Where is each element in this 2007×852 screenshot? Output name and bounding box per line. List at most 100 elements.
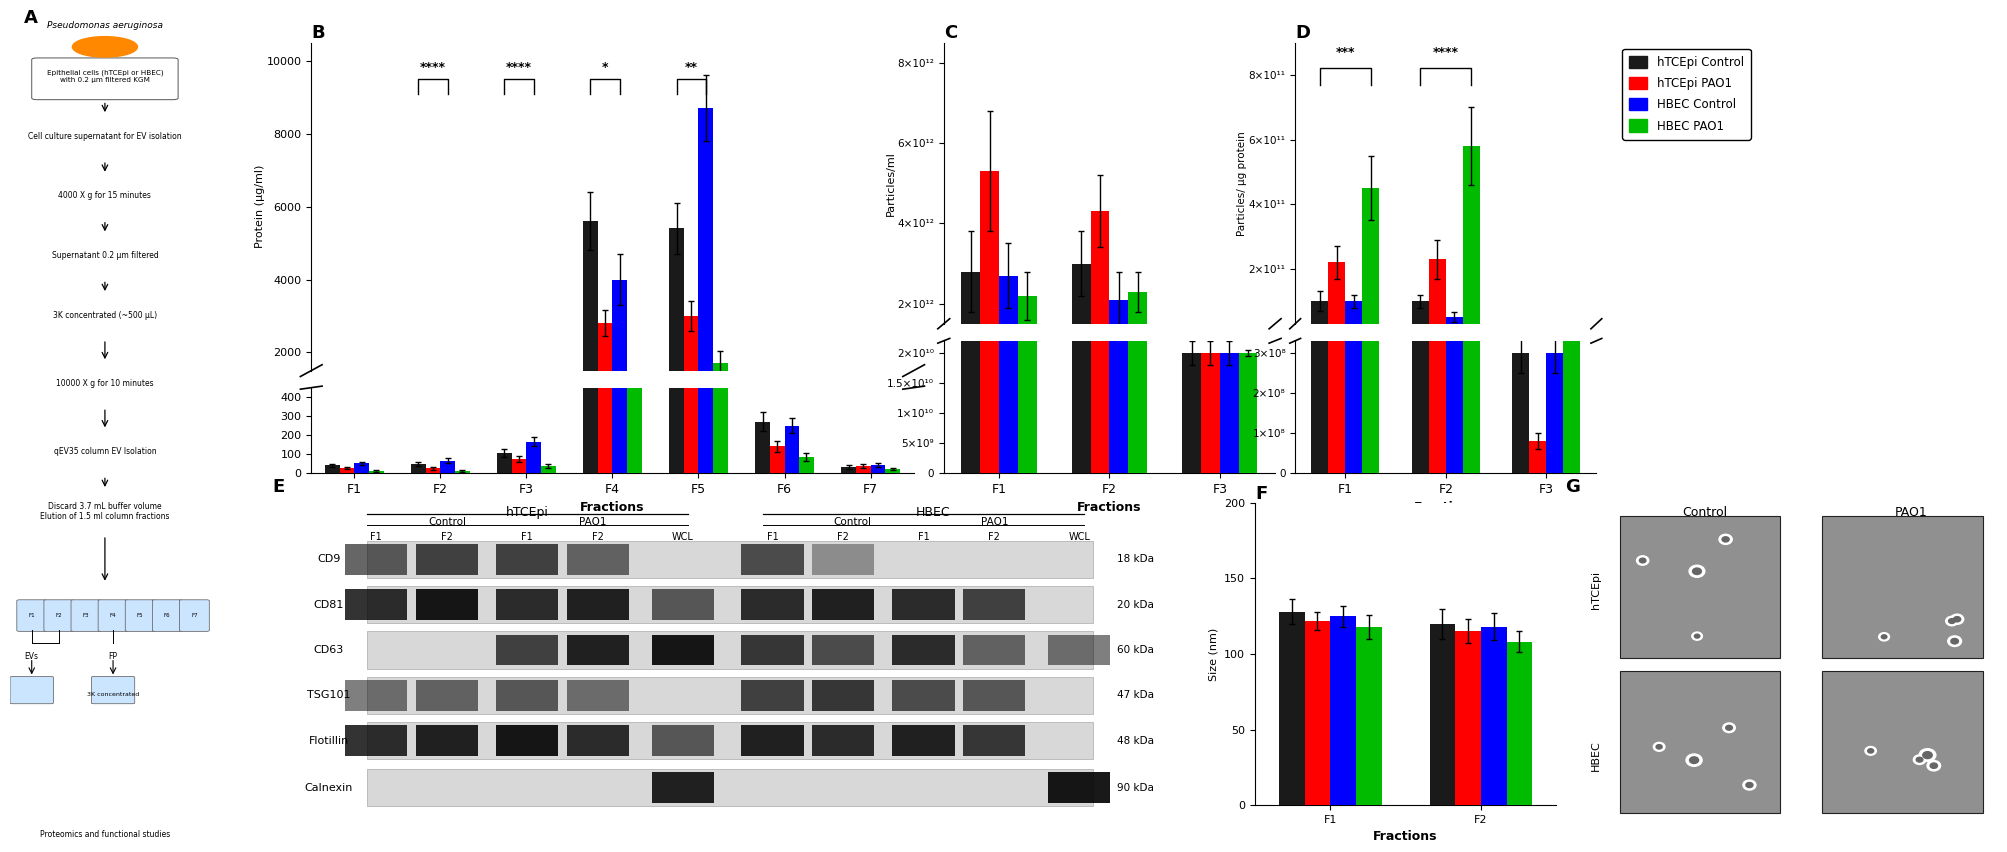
Text: CD9: CD9 [317, 555, 341, 564]
Text: C: C [943, 25, 957, 43]
Bar [1072, 263, 1090, 384]
Circle shape [1929, 763, 1937, 769]
Bar [799, 423, 813, 425]
Bar [1220, 353, 1238, 473]
X-axis label: Fractions: Fractions [1076, 501, 1142, 514]
Bar [598, 0, 612, 473]
Bar [540, 424, 556, 425]
Bar [626, 360, 642, 473]
Bar [785, 425, 799, 473]
Bar [456, 471, 470, 473]
Text: qEV35 column EV Isolation: qEV35 column EV Isolation [54, 447, 157, 456]
Text: PAO1: PAO1 [1895, 506, 1927, 519]
Circle shape [1724, 725, 1732, 731]
Circle shape [1688, 756, 1698, 764]
Text: CD63: CD63 [313, 645, 343, 655]
Text: 47 kDa: 47 kDa [1116, 690, 1154, 700]
Bar [440, 423, 456, 425]
Text: Flotillin: Flotillin [309, 735, 349, 746]
Text: **: ** [684, 60, 696, 73]
Text: F4: F4 [110, 613, 116, 618]
Bar [325, 465, 339, 473]
Bar [961, 272, 979, 384]
Circle shape [1718, 534, 1732, 544]
Bar [712, 363, 727, 425]
Circle shape [1945, 616, 1957, 625]
Bar [1511, 353, 1529, 473]
Text: F2: F2 [837, 532, 849, 542]
Bar [1529, 440, 1545, 473]
Bar [811, 544, 873, 575]
Bar [1563, 0, 1580, 473]
Bar [871, 423, 885, 425]
Bar [1305, 620, 1329, 805]
Bar [598, 323, 612, 425]
FancyBboxPatch shape [70, 600, 100, 631]
Bar [1822, 515, 1981, 658]
Text: 48 kDa: 48 kDa [1116, 735, 1154, 746]
Bar [1620, 515, 1780, 658]
Bar [652, 590, 714, 620]
Bar [1445, 317, 1463, 333]
Text: F1: F1 [767, 532, 779, 542]
Bar [1429, 259, 1445, 333]
Bar [1345, 0, 1363, 473]
Legend: hTCEpi Control, hTCEpi PAO1, HBEC Control, HBEC PAO1: hTCEpi Control, hTCEpi PAO1, HBEC Contro… [1622, 49, 1750, 140]
Bar [540, 466, 556, 473]
Text: Control: Control [833, 517, 871, 527]
Bar [367, 676, 1092, 714]
Bar [855, 424, 871, 425]
Text: ***: *** [1335, 46, 1355, 59]
Circle shape [1913, 755, 1925, 764]
Circle shape [1720, 536, 1730, 543]
Bar [1463, 146, 1479, 333]
Text: CD81: CD81 [313, 600, 343, 610]
Text: Cell culture supernatant for EV isolation: Cell culture supernatant for EV isolatio… [28, 132, 183, 141]
Bar [1048, 635, 1110, 665]
Text: hTCEpi: hTCEpi [1590, 571, 1600, 609]
Text: Supernatant 0.2 μm filtered: Supernatant 0.2 μm filtered [52, 251, 159, 260]
Bar [626, 404, 642, 425]
Circle shape [1652, 742, 1664, 751]
Bar [498, 453, 512, 473]
Circle shape [1865, 746, 1875, 755]
FancyBboxPatch shape [16, 600, 46, 631]
Bar [1200, 353, 1220, 473]
Bar [566, 635, 628, 665]
Bar [811, 635, 873, 665]
Text: EVs: EVs [24, 652, 38, 661]
Bar [1545, 353, 1563, 473]
Bar [566, 680, 628, 711]
Bar [1128, 291, 1146, 384]
Bar [526, 441, 540, 473]
Bar [566, 590, 628, 620]
Text: F6: F6 [165, 613, 171, 618]
Text: PAO1: PAO1 [580, 517, 606, 527]
Bar [811, 590, 873, 620]
Text: F1: F1 [522, 532, 532, 542]
Bar [855, 466, 871, 473]
Bar [1018, 0, 1036, 473]
Bar [741, 680, 803, 711]
Text: E: E [273, 478, 285, 496]
Bar [769, 420, 785, 425]
Text: Epithelial cells (hTCEpi or HBEC)
with 0.2 μm filtered KGM: Epithelial cells (hTCEpi or HBEC) with 0… [46, 70, 163, 83]
Y-axis label: Particles/ μg protein: Particles/ μg protein [1236, 131, 1246, 235]
Circle shape [1881, 634, 1887, 640]
Bar [1479, 627, 1505, 805]
Text: FP: FP [108, 652, 118, 661]
Bar [1329, 616, 1355, 805]
Bar [999, 0, 1018, 473]
Text: Pseudomonas aeruginosa: Pseudomonas aeruginosa [46, 21, 163, 31]
Text: HBEC: HBEC [1590, 740, 1600, 770]
Bar [1311, 301, 1329, 333]
Text: F1: F1 [917, 532, 929, 542]
Circle shape [1949, 638, 1959, 645]
Text: TSG101: TSG101 [307, 690, 351, 700]
Bar [652, 725, 714, 756]
Bar [1238, 353, 1256, 473]
Bar [741, 725, 803, 756]
Text: Proteomics and functional studies: Proteomics and functional studies [40, 831, 171, 839]
Circle shape [1742, 780, 1754, 790]
Y-axis label: Protein (μg/ml): Protein (μg/ml) [255, 165, 265, 248]
